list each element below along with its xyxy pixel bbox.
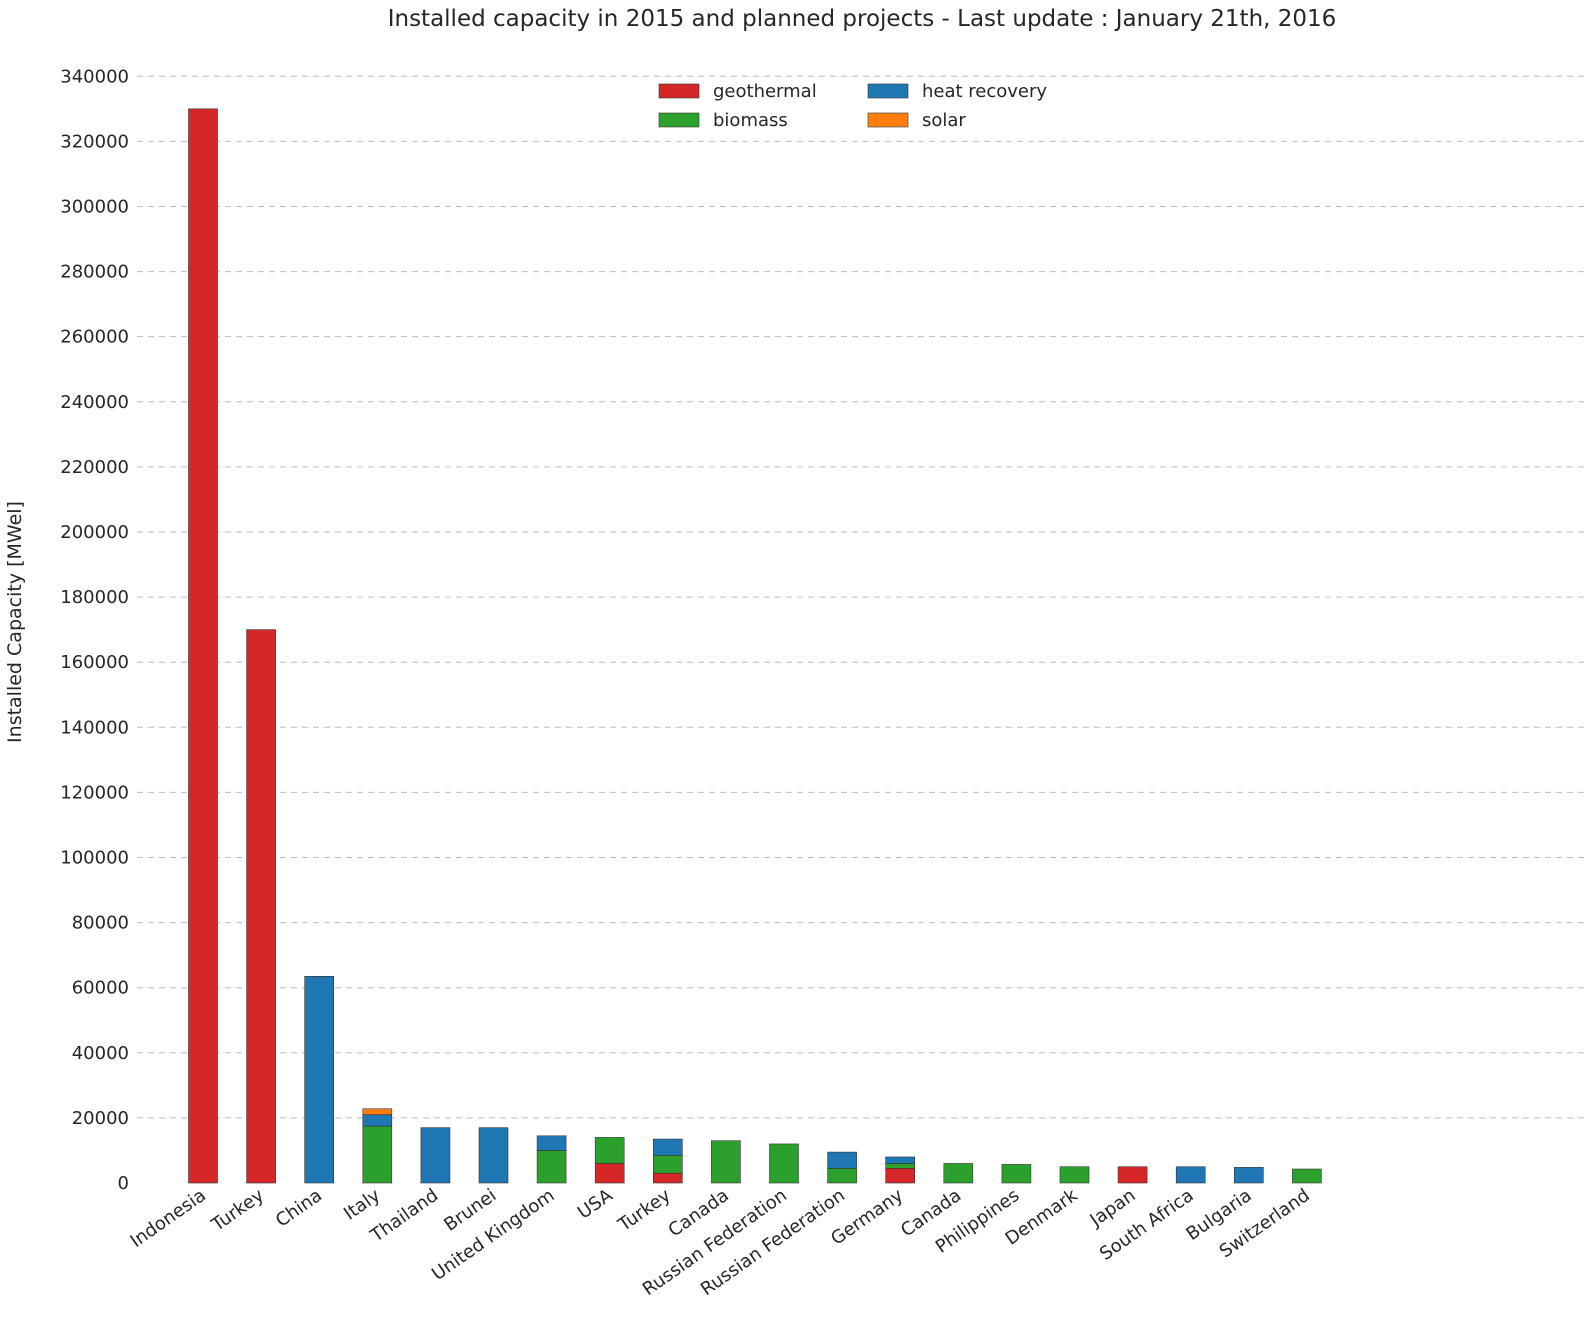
- bar-segment: [885, 1156, 916, 1164]
- bar-segment: [1117, 1166, 1148, 1184]
- y-tick-label: 120000: [60, 782, 129, 803]
- y-tick-label: 240000: [60, 392, 129, 413]
- y-tick-label: 320000: [60, 131, 129, 152]
- legend-label: solar: [922, 110, 966, 131]
- y-tick-label: 40000: [72, 1043, 129, 1064]
- bar-segment: [536, 1150, 567, 1184]
- y-tick-label: 280000: [60, 262, 129, 283]
- bar-segment: [1175, 1166, 1206, 1184]
- legend: geothermal biomass heat recovery solar: [658, 81, 1047, 131]
- y-tick-label: 20000: [72, 1108, 129, 1129]
- x-tick-label: Indonesia: [127, 1185, 210, 1252]
- y-tick-label: 140000: [60, 717, 129, 738]
- y-axis-label: Installed Capacity [MWel]: [4, 501, 26, 743]
- x-tick-label: Turkey: [614, 1185, 675, 1237]
- y-tick-label: 180000: [60, 587, 129, 608]
- x-tick-label: China: [272, 1185, 326, 1232]
- y-tick-label: 100000: [60, 847, 129, 868]
- bars: [188, 108, 1322, 1184]
- y-tick-label: 60000: [72, 978, 129, 999]
- bar-segment: [478, 1127, 509, 1184]
- legend-swatch: [658, 83, 700, 99]
- bar-segment: [885, 1163, 916, 1169]
- y-tick-label: 340000: [60, 66, 129, 87]
- bar-segment: [711, 1140, 741, 1184]
- legend-swatch: [867, 112, 909, 128]
- bar-segment: [594, 1137, 625, 1164]
- y-tick-label: 160000: [60, 652, 129, 673]
- bar-segment: [362, 1114, 393, 1127]
- legend-swatch: [867, 83, 909, 99]
- chart-title: Installed capacity in 2015 and planned p…: [388, 6, 1337, 32]
- bar-segment: [420, 1127, 451, 1184]
- y-tick-label: 260000: [60, 327, 129, 348]
- bar-segment: [1001, 1164, 1032, 1184]
- y-tick-label: 80000: [72, 913, 129, 934]
- legend-label: biomass: [713, 110, 788, 131]
- y-tick-label: 300000: [60, 196, 129, 217]
- y-tick-label: 0: [118, 1173, 129, 1194]
- bar-segment: [652, 1155, 683, 1174]
- bar-segment: [1234, 1167, 1264, 1184]
- bar-segment: [827, 1168, 857, 1184]
- bar-segment: [362, 1125, 393, 1184]
- x-tick-label: Turkey: [207, 1185, 268, 1237]
- bar-segment: [536, 1135, 567, 1151]
- bar-segment: [246, 629, 276, 1184]
- bar-segment: [1059, 1166, 1090, 1184]
- bar-segment: [362, 1108, 393, 1115]
- y-axis-ticks: 0 20000 40000 60000 80000 100000 120000 140000 1…: [60, 66, 129, 1194]
- gridlines: [137, 75, 1585, 1119]
- x-tick-label: Italy: [340, 1185, 384, 1225]
- bar-segment: [1292, 1168, 1322, 1184]
- bar-segment: [652, 1138, 683, 1156]
- bar-segment: [943, 1163, 974, 1184]
- bar-segment: [652, 1172, 683, 1184]
- bar-segment: [594, 1163, 625, 1184]
- legend-label: heat recovery: [922, 81, 1047, 102]
- legend-label: geothermal: [713, 81, 817, 102]
- x-tick-label: USA: [574, 1185, 617, 1224]
- legend-swatch: [658, 112, 700, 128]
- y-tick-label: 200000: [60, 522, 129, 543]
- bar-segment: [188, 108, 218, 1184]
- bar-segment: [304, 976, 335, 1184]
- bar-segment: [885, 1168, 916, 1184]
- y-tick-label: 220000: [60, 457, 129, 478]
- bar-segment: [827, 1151, 857, 1169]
- bar-segment: [769, 1143, 799, 1184]
